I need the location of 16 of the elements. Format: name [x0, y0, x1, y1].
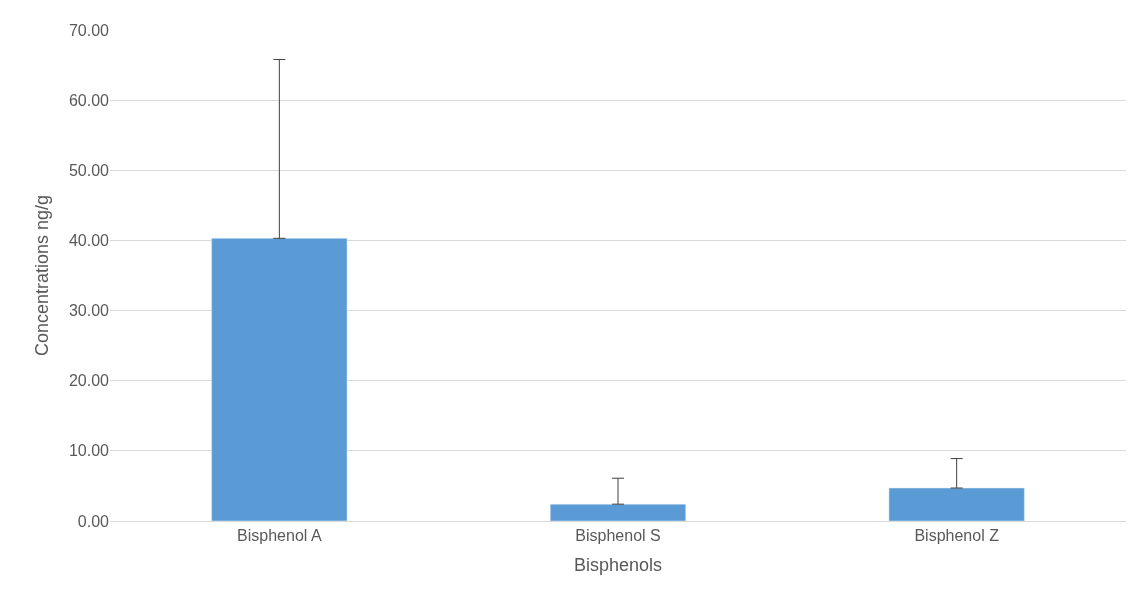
bar	[211, 238, 348, 521]
y-tick-label: 0.00	[77, 512, 110, 530]
bar	[888, 487, 1025, 521]
x-axis-title: Bisphenols	[573, 555, 663, 576]
y-tick-label: 50.00	[68, 161, 110, 179]
bar	[550, 503, 686, 521]
y-tick-label: 30.00	[68, 302, 110, 320]
x-tick-label: Bisphenol S	[575, 527, 661, 545]
y-tick-label: 20.00	[68, 372, 110, 390]
y-axis-title: Concentrations ng/g	[32, 194, 53, 357]
y-tick-label: 40.00	[68, 232, 110, 250]
x-tick-label: Bisphenol A	[237, 527, 322, 545]
y-tick-label: 60.00	[68, 91, 110, 109]
x-tick-label: Bisphenol Z	[914, 527, 1000, 545]
y-tick-label: 10.00	[68, 442, 110, 460]
y-tick-label: 70.00	[68, 21, 110, 39]
